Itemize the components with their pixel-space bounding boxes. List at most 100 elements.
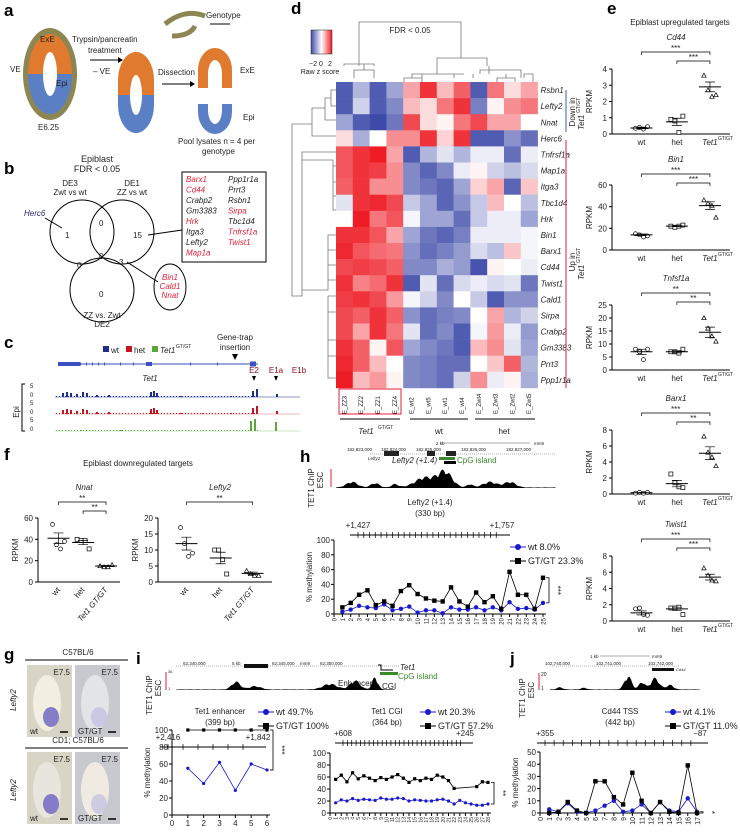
label-genotype: Genotype xyxy=(206,11,241,20)
i-coord-1: 62,340,000 xyxy=(183,661,206,666)
heatmap-cell xyxy=(487,210,505,228)
heatmap-cell xyxy=(436,178,454,195)
heatmap-cell xyxy=(336,275,354,292)
x-tick-label: 23 xyxy=(525,617,531,624)
heatmap-cell xyxy=(470,307,488,324)
arrow-oval xyxy=(126,261,159,283)
y-tick-label: 5 xyxy=(149,562,154,571)
gene-map1a: Map1a xyxy=(186,249,211,258)
chart-tet1-enhancer-methylation: Tet1 enhancer(399 bp)+2,416 +1,8420204060… xyxy=(143,707,329,828)
y-tick-label: 2 xyxy=(603,601,608,610)
panel-label-c: c xyxy=(4,333,13,352)
heatmap-cell xyxy=(386,194,404,212)
y-axis-label: % methylation xyxy=(511,757,520,807)
heatmap-cell xyxy=(453,339,471,356)
venn-de1-desc: ZZ vs wt xyxy=(117,188,148,197)
x-tick-label: 6 xyxy=(383,617,389,621)
significance-bracket xyxy=(82,510,107,514)
point-wt xyxy=(641,357,646,362)
point-wt xyxy=(265,768,269,772)
tet1-tss-arrow xyxy=(378,664,393,671)
point-gt xyxy=(202,728,206,732)
heatmap-cell xyxy=(369,146,387,163)
heatmap-cell xyxy=(336,355,354,373)
track-scale-max: 5 xyxy=(30,384,34,390)
e-title: Epiblast upregulated targets xyxy=(630,18,730,27)
heatmap-cell xyxy=(504,226,522,244)
heatmap-cell xyxy=(386,243,404,260)
y-tick-label: 2 xyxy=(603,474,608,483)
point-gt xyxy=(593,779,598,784)
point-gt xyxy=(249,728,253,732)
heatmap-cell xyxy=(520,210,538,228)
heatmap-cell xyxy=(504,130,522,147)
point-het xyxy=(680,113,686,119)
x-tick-label: het xyxy=(210,585,225,600)
chart-title: Cd44 TSS xyxy=(602,707,639,716)
panel-label-a: a xyxy=(4,1,14,20)
heatmap-cell xyxy=(520,194,538,212)
heatmap-cell xyxy=(520,146,538,163)
heatmap-cell xyxy=(420,371,438,389)
y-axis-label: % methylation xyxy=(143,747,152,797)
point-wt xyxy=(396,796,400,800)
heatmap-cell xyxy=(369,291,387,308)
point-gt xyxy=(457,599,462,604)
point-wt xyxy=(490,605,496,610)
y-tick-label: 5 xyxy=(603,353,608,362)
significance-bracket xyxy=(270,729,274,771)
y-axis-label: RPKM xyxy=(585,206,594,229)
probe-label-2: Lefty2 xyxy=(9,779,18,801)
range-end: +1,842 xyxy=(246,733,271,742)
venn-count-de1: 15 xyxy=(133,231,142,240)
heatmap-cell xyxy=(436,82,454,99)
heatmap-cell xyxy=(504,355,522,373)
stage-label: E7.5 xyxy=(102,755,119,764)
legend-wt: wt xyxy=(110,346,120,355)
y-tick-label: 4 xyxy=(603,65,608,74)
x-tick-label: 17 xyxy=(475,617,481,624)
heatmap-cell xyxy=(487,371,505,389)
x-tick-label: 19 xyxy=(491,617,497,624)
h-cpg-label: CpG island xyxy=(457,456,497,465)
sem-bar xyxy=(704,326,715,338)
venn-count-de3: 1 xyxy=(65,231,70,240)
heatmap-cell xyxy=(369,162,387,179)
legend-gt-sup: GT/GT xyxy=(176,344,191,350)
x-tick-label: 16 xyxy=(466,617,472,624)
point-wt xyxy=(429,799,434,803)
point-gt xyxy=(423,596,429,601)
gene-gm3383: Gm3383 xyxy=(186,207,217,216)
heatmap-cell xyxy=(336,162,354,179)
point-wt xyxy=(407,604,412,609)
point-het xyxy=(680,222,686,228)
exon xyxy=(80,362,81,366)
heatmap-cell xyxy=(504,162,522,179)
cd44-gene-block xyxy=(652,668,674,671)
x-tick-label: 12 xyxy=(396,817,402,823)
x-tick-label: 14 xyxy=(407,817,413,823)
gene-itga3: Itga3 xyxy=(186,228,204,237)
point-gt xyxy=(701,72,707,78)
x-tick-label: 0 xyxy=(328,817,334,820)
heatmap-cell xyxy=(470,114,488,131)
heatmap-cell xyxy=(369,178,387,195)
heatmap-cell xyxy=(504,178,522,195)
venn-de2: DE2 xyxy=(94,320,110,329)
point-wt xyxy=(424,799,428,803)
sem-bar xyxy=(704,573,715,581)
point-wt xyxy=(340,609,345,614)
down-label-sup: GT/GT xyxy=(576,98,582,113)
point-het xyxy=(672,118,678,124)
axes xyxy=(333,540,546,615)
j-scale-max: 20 xyxy=(541,672,547,678)
j-coord-3: 102,742,000 xyxy=(648,661,674,666)
row-dendrogram xyxy=(291,89,336,379)
heatmap-cell xyxy=(504,339,522,356)
heatmap-cell xyxy=(352,371,370,389)
i-gene-label: Tet1 xyxy=(400,663,415,672)
heatmap-cell xyxy=(420,226,438,244)
x-tick-label: 2 xyxy=(201,819,206,828)
y-tick-label: 0 xyxy=(532,809,537,818)
point-gt xyxy=(480,780,484,784)
